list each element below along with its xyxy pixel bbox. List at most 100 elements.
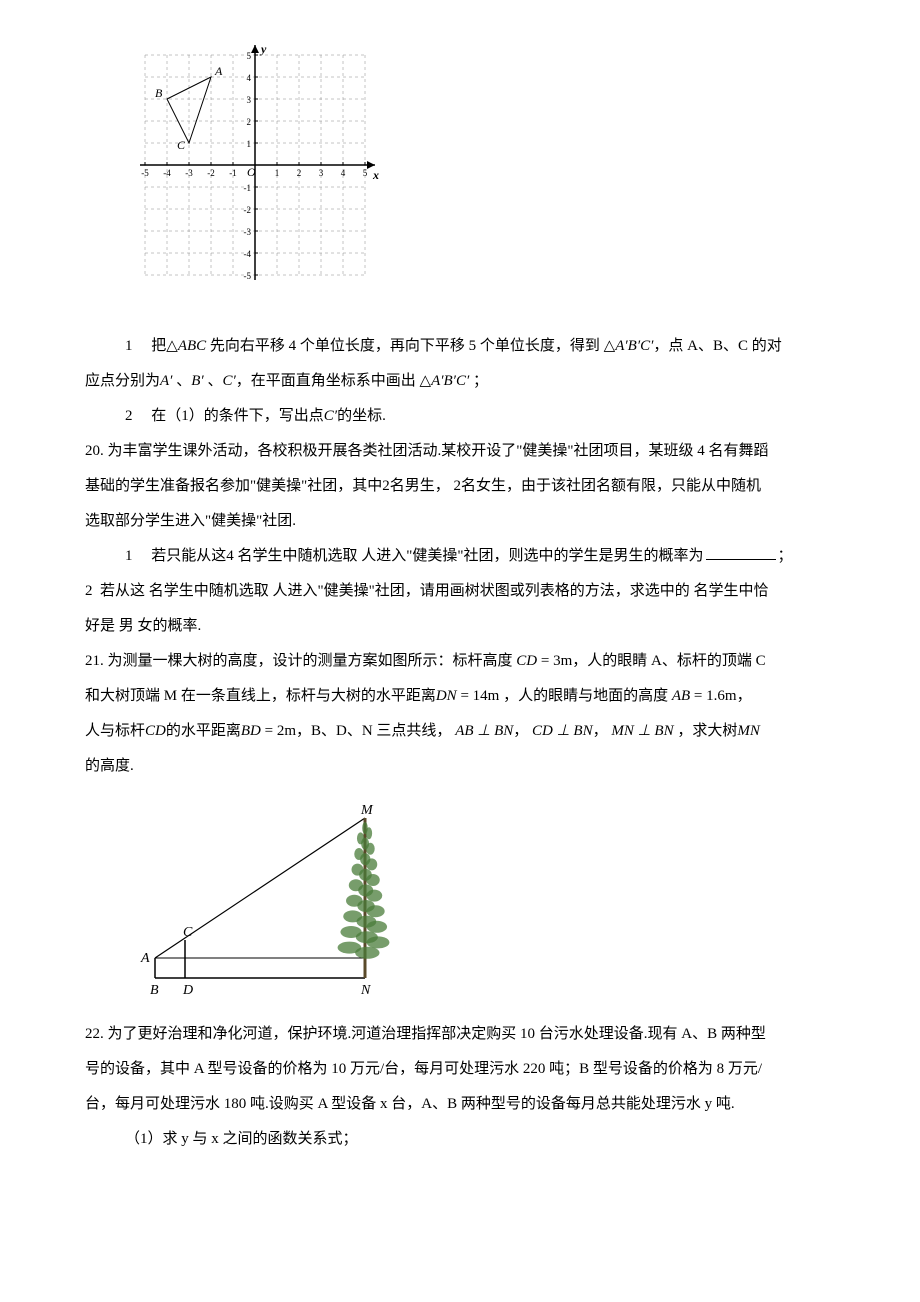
text: 为丰富学生课外活动，各校积极开展各类社团活动.某校开设了"健美操"社团项目，某班… xyxy=(108,443,769,459)
text: ； xyxy=(473,373,488,389)
comma: ， xyxy=(593,723,608,739)
q20-sub2-line2: 好是 男 女的概率. xyxy=(85,610,835,643)
var-ab: AB xyxy=(672,688,690,704)
q19-sub1-line1: 1 把△ABC 先向右平移 4 个单位长度，再向下平移 5 个单位长度，得到 △… xyxy=(85,330,835,363)
svg-text:1: 1 xyxy=(275,168,280,178)
eq: = 1.6m xyxy=(690,688,736,704)
svg-text:x: x xyxy=(372,168,379,182)
q20-num: 20. xyxy=(85,443,104,459)
q20-line2: 基础的学生准备报名参加"健美操"社团，其中2名男生， 2名女生，由于该社团名额有… xyxy=(85,470,835,503)
svg-text:4: 4 xyxy=(341,168,346,178)
svg-text:3: 3 xyxy=(319,168,324,178)
text: 把 xyxy=(151,338,166,354)
svg-text:2: 2 xyxy=(297,168,302,178)
q21-line3: 人与标杆CD的水平距离BD = 2m，B、D、N 三点共线， AB ⊥ BN， … xyxy=(85,715,835,748)
eq: = 3m xyxy=(537,653,572,669)
svg-text:-4: -4 xyxy=(244,249,252,259)
text: 基础的学生准备报名参加"健美操"社团，其中 xyxy=(85,478,382,494)
abc: ABC xyxy=(178,338,206,354)
fill-blank[interactable] xyxy=(706,559,776,560)
q20-s2-num: 2 xyxy=(85,583,93,599)
num-4: 4 xyxy=(226,548,234,564)
perp: MN ⊥ BN xyxy=(611,723,673,739)
text: 在（1）的条件下，写出点 xyxy=(151,408,324,424)
text: 的水平距离 xyxy=(166,723,241,739)
var-cd: CD xyxy=(145,723,166,739)
svg-text:-3: -3 xyxy=(185,168,193,178)
b-prime: B′ xyxy=(191,373,203,389)
q20-line3: 选取部分学生进入"健美操"社团. xyxy=(85,505,835,538)
q22-sub1: （1）求 y 与 x 之间的函数关系式； xyxy=(85,1123,835,1156)
var-cd: CD xyxy=(516,653,537,669)
text: 若从这 名学生中随机选取 人进入"健美操"社团，请用画树状图或列表格的方法，求选… xyxy=(100,583,769,599)
text: 、 xyxy=(207,373,222,389)
svg-text:1: 1 xyxy=(247,139,252,149)
text: （1）求 y 与 x 之间的函数关系式； xyxy=(125,1131,358,1147)
q19-sub1-line2: 应点分别为A′ 、B′ 、C′，在平面直角坐标系中画出 △A′B′C′ ； xyxy=(85,365,835,398)
coordinate-grid: 1-11-12-22-23-33-34-44-45-55-5OxyABC xyxy=(125,40,390,310)
abc-prime: A′B′C′ xyxy=(431,373,469,389)
q20-sub2-line1: 2 若从这 名学生中随机选取 人进入"健美操"社团，请用画树状图或列表格的方法，… xyxy=(85,575,835,608)
svg-text:-2: -2 xyxy=(207,168,215,178)
svg-text:B: B xyxy=(155,86,163,100)
a-prime: A′ xyxy=(160,373,172,389)
text: 名学生中随机选取 人进入"健美操"社团，则选中的学生是男生的概率为 xyxy=(234,548,704,564)
svg-text:5: 5 xyxy=(363,168,368,178)
q20-s1-num: 1 xyxy=(125,548,133,564)
text: 的坐标. xyxy=(337,408,386,424)
q22-line2: 号的设备，其中 A 型号设备的价格为 10 万元/台，每月可处理污水 220 吨… xyxy=(85,1053,835,1086)
text: 、 xyxy=(176,373,191,389)
comma: ， xyxy=(513,723,528,739)
eq: = 2m xyxy=(261,723,296,739)
svg-text:-5: -5 xyxy=(244,271,252,281)
svg-text:O: O xyxy=(247,165,256,179)
q19-sub2: 2 在（1）的条件下，写出点C′的坐标. xyxy=(85,400,835,433)
text: 和大树顶端 M 在一条直线上，标杆与大树的水平距离 xyxy=(85,688,436,704)
text: 人与标杆 xyxy=(85,723,145,739)
text: 名女生，由于该社团名额有限，只能从中随机 xyxy=(461,478,761,494)
q21-line1: 21. 为测量一棵大树的高度，设计的测量方案如图所示：标杆高度 CD = 3m，… xyxy=(85,645,835,678)
perp: AB ⊥ BN xyxy=(455,723,513,739)
text: 的高度. xyxy=(85,758,134,774)
text: ，求大树 xyxy=(677,723,737,739)
q19-sub1-num: 1 xyxy=(125,338,133,354)
svg-text:5: 5 xyxy=(247,51,252,61)
text: 应点分别为 xyxy=(85,373,160,389)
svg-text:2: 2 xyxy=(247,117,252,127)
text: ，在平面直角坐标系中画出 xyxy=(236,373,416,389)
text: 选取部分学生进入"健美操"社团. xyxy=(85,513,296,529)
triangle-symbol: △ xyxy=(420,373,432,389)
svg-text:3: 3 xyxy=(247,95,252,105)
text: ，点 A、B、C 的对 xyxy=(653,338,781,354)
text: 先向右平移 4 个单位长度，再向下平移 5 个单位长度，得到 xyxy=(210,338,600,354)
text: 台，每月可处理污水 180 吨.设购买 A 型设备 x 台，A、B 两种型号的设… xyxy=(85,1096,735,1112)
svg-text:N: N xyxy=(360,983,371,998)
text: 为测量一棵大树的高度，设计的测量方案如图所示：标杆高度 xyxy=(108,653,517,669)
svg-text:C: C xyxy=(183,925,193,940)
q21-num: 21. xyxy=(85,653,104,669)
text: 若只能从这 xyxy=(151,548,226,564)
q22-num: 22. xyxy=(85,1026,104,1042)
q20-sub1: 1 若只能从这4 名学生中随机选取 人进入"健美操"社团，则选中的学生是男生的概… xyxy=(85,540,835,573)
svg-text:y: y xyxy=(259,42,267,56)
svg-text:M: M xyxy=(360,803,374,818)
c-prime: C′ xyxy=(324,408,337,424)
eq: = 14m xyxy=(457,688,500,704)
q22-line3: 台，每月可处理污水 180 吨.设购买 A 型设备 x 台，A、B 两种型号的设… xyxy=(85,1088,835,1121)
q20-line1: 20. 为丰富学生课外活动，各校积极开展各类社团活动.某校开设了"健美操"社团项… xyxy=(85,435,835,468)
q22-line1: 22. 为了更好治理和净化河道，保护环境.河道治理指挥部决定购买 10 台污水处… xyxy=(85,1018,835,1051)
text: ； xyxy=(778,548,793,564)
text: ，人的眼睛 A、标杆的顶端 C xyxy=(572,653,765,669)
q19-sub2-num: 2 xyxy=(125,408,133,424)
var-bd: BD xyxy=(241,723,261,739)
svg-text:C: C xyxy=(177,138,186,152)
text: ，人的眼睛与地面的高度 xyxy=(503,688,672,704)
var-dn: DN xyxy=(436,688,457,704)
var-mn: MN xyxy=(737,723,760,739)
text: 好是 男 女的概率. xyxy=(85,618,201,634)
svg-text:-2: -2 xyxy=(244,205,252,215)
c-prime: C′ xyxy=(222,373,235,389)
num-2: 2 xyxy=(454,478,462,494)
svg-text:-1: -1 xyxy=(244,183,252,193)
svg-text:4: 4 xyxy=(247,73,252,83)
